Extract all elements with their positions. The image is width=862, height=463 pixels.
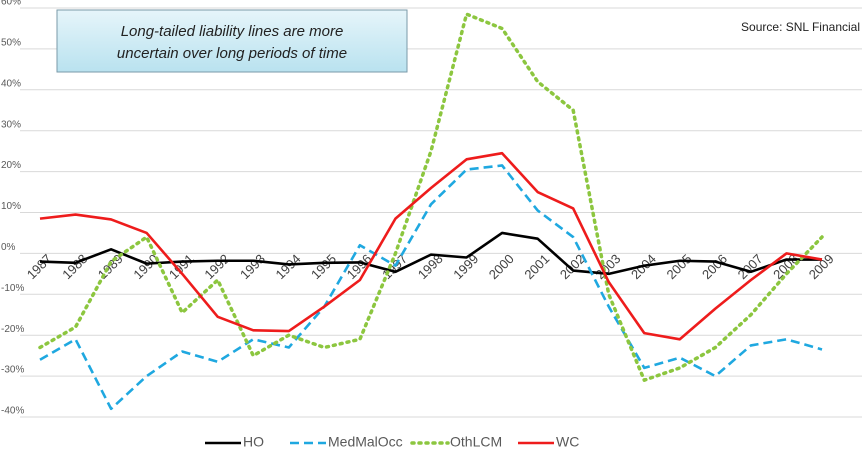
x-tick-label: 1992	[201, 251, 232, 282]
annotation-box	[57, 10, 407, 72]
series-line	[40, 165, 822, 408]
legend: HO MedMalOcc OthLCM WC	[205, 434, 579, 450]
y-tick-label: -20%	[1, 324, 24, 335]
y-tick-label: 10%	[1, 201, 21, 212]
x-tick-label: 1987	[24, 251, 55, 282]
legend-label: HO	[243, 434, 264, 450]
y-tick-label: 60%	[1, 0, 21, 8]
y-tick-label: -10%	[1, 283, 24, 294]
source: Source: SNL Financial	[741, 20, 860, 34]
y-tick-label: 0%	[1, 242, 16, 253]
annotation: Long-tailed liability lines are more	[121, 23, 344, 40]
x-tick-label: 2009	[806, 251, 837, 282]
x-tick-label: 1993	[237, 251, 268, 282]
x-tick-label: 2007	[735, 251, 766, 282]
y-tick-label: -30%	[1, 365, 24, 376]
x-tick-label: 1994	[273, 251, 304, 282]
y-tick-label: 30%	[1, 119, 21, 130]
x-tick-label: 2001	[521, 251, 552, 282]
x-tick-label: 1995	[308, 251, 339, 282]
legend-label: WC	[556, 434, 579, 450]
x-tick-label: 1990	[130, 251, 161, 282]
y-tick-label: 50%	[1, 38, 21, 49]
series-line	[40, 153, 822, 339]
x-tick-label: 2006	[699, 251, 730, 282]
x-tick-label: 2000	[486, 251, 517, 282]
y-tick-label: 20%	[1, 160, 21, 171]
plot	[40, 14, 822, 409]
x-tick-label: 1988	[59, 251, 90, 282]
legend-label: MedMalOcc	[328, 434, 403, 450]
annotation: uncertain over long periods of time	[117, 45, 347, 62]
chart: -40% -30% -20% -10% 0% 10% 20% 30% 40% 50% 60% 1987…	[0, 0, 862, 463]
y-tick-label: -40%	[1, 406, 24, 417]
x-tick-label: 1991	[166, 251, 197, 282]
legend-label: OthLCM	[450, 434, 502, 450]
y-tick-label: 40%	[1, 78, 21, 89]
x-tick-label: 2005	[664, 251, 695, 282]
